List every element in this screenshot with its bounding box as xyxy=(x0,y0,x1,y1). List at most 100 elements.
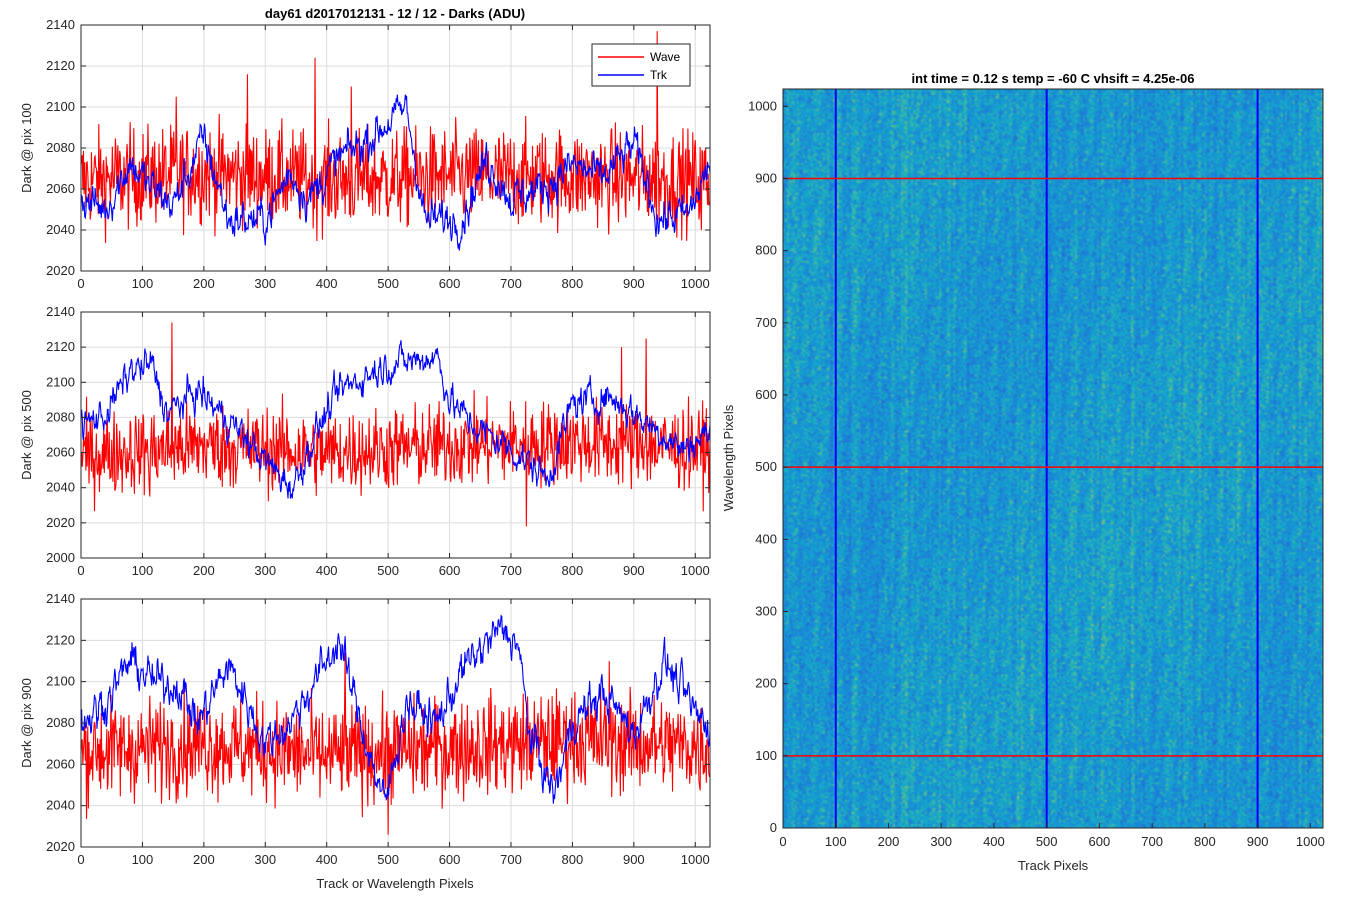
panel-pix900-xtick-label-200: 200 xyxy=(193,852,215,867)
legend-trk-label: Trk xyxy=(650,68,668,82)
image-darks-xtick-label-900: 900 xyxy=(1247,834,1269,849)
panel-pix900-xtick-label-300: 300 xyxy=(254,852,276,867)
panel-pix900-xtick-label-0: 0 xyxy=(77,852,84,867)
panel-pix100-xtick-label-800: 800 xyxy=(562,276,584,291)
image-darks-ytick-label-0: 0 xyxy=(770,820,777,835)
panel-pix900-xtick-label-900: 900 xyxy=(623,852,645,867)
panel-pix100-ytick-label-2080: 2080 xyxy=(46,140,75,155)
image-darks-ytick-label-400: 400 xyxy=(755,531,777,546)
panel-pix100-ytick-label-2120: 2120 xyxy=(46,58,75,73)
panel-pix100-xtick-label-400: 400 xyxy=(316,276,338,291)
image-darks-ytick-label-900: 900 xyxy=(755,170,777,185)
image-darks-ylabel: Wavelength Pixels xyxy=(721,404,736,511)
panel-pix500-ytick-label-2120: 2120 xyxy=(46,339,75,354)
panel-pix900-xlabel: Track or Wavelength Pixels xyxy=(316,876,474,891)
image-darks-xtick-label-1000: 1000 xyxy=(1296,834,1325,849)
panel-pix500-series xyxy=(81,322,710,527)
panel-pix500-xtick-label-700: 700 xyxy=(500,563,522,578)
panel-pix500-xtick-label-900: 900 xyxy=(623,563,645,578)
panel-pix100-ytick-label-2100: 2100 xyxy=(46,99,75,114)
image-darks-xtick-label-200: 200 xyxy=(878,834,900,849)
panel-pix900-ytick-label-2040: 2040 xyxy=(46,798,75,813)
panel-pix900-xtick-label-600: 600 xyxy=(439,852,461,867)
image-darks-ytick-label-600: 600 xyxy=(755,387,777,402)
legend-box xyxy=(591,43,691,87)
panel-pix500-ytick-label-2000: 2000 xyxy=(46,550,75,565)
panel-pix100: 0 100 200 300 400 500 600 700 800 900 1000 2020 2040… xyxy=(19,17,711,291)
panel-pix500-xtick-label-400: 400 xyxy=(316,563,338,578)
image-darks-ytick-label-800: 800 xyxy=(755,243,777,258)
image-darks-title: int time = 0.12 s temp = -60 C vhsift = … xyxy=(912,71,1195,86)
image-darks-frame xyxy=(782,88,1324,829)
panel-pix100-ytick-label-2020: 2020 xyxy=(46,263,75,278)
panel-pix900-ytick-label-2020: 2020 xyxy=(46,839,75,854)
image-darks-xtick-label-100: 100 xyxy=(825,834,847,849)
panel-pix100-series xyxy=(81,31,710,251)
panel-pix500-ylabel: Dark @ pix 500 xyxy=(19,390,34,480)
image-darks-xtick-label-800: 800 xyxy=(1194,834,1216,849)
panel-pix500-xtick-label-800: 800 xyxy=(562,563,584,578)
panel-pix500-frame xyxy=(80,311,711,559)
image-darks-ytick-label-1000: 1000 xyxy=(748,98,777,113)
image-darks-overlay-lines xyxy=(783,89,1323,828)
panel-pix900-xtick-label-700: 700 xyxy=(500,852,522,867)
panel-pix500-xtick-label-200: 200 xyxy=(193,563,215,578)
legend-wave-label: Wave xyxy=(650,50,681,64)
panel-pix500: 0 100 200 300 400 500 600 700 800 900 1000 2000 2020… xyxy=(19,304,711,578)
panel-pix500-xtick-label-1000: 1000 xyxy=(681,563,710,578)
panel-pix900-ylabel: Dark @ pix 900 xyxy=(19,678,34,768)
panel-pix500-series-wave xyxy=(81,322,710,527)
panel-pix100-ytick-label-2140: 2140 xyxy=(46,17,75,32)
panel-pix100-xtick-label-200: 200 xyxy=(193,276,215,291)
panel-pix500-xtick-label-300: 300 xyxy=(254,563,276,578)
image-darks-xtick-label-400: 400 xyxy=(983,834,1005,849)
panel-pix100-xtick-label-1000: 1000 xyxy=(681,276,710,291)
image-darks-ytick-label-700: 700 xyxy=(755,315,777,330)
panel-pix100-xtick-label-0: 0 xyxy=(77,276,84,291)
panel-pix500-xtick-label-0: 0 xyxy=(77,563,84,578)
panel-pix900-ytick-label-2060: 2060 xyxy=(46,756,75,771)
panel-pix900-xtick-label-500: 500 xyxy=(377,852,399,867)
legend: Wave Trk xyxy=(591,43,691,87)
panel-pix900-ytick-label-2100: 2100 xyxy=(46,674,75,689)
panel-pix100-xtick-label-500: 500 xyxy=(377,276,399,291)
image-darks-ytick-label-300: 300 xyxy=(755,603,777,618)
image-darks-heatmap xyxy=(783,89,1323,828)
panel-pix100-ticks: 0 100 200 300 400 500 600 700 800 900 1000 2020 2040… xyxy=(46,17,710,291)
panel-pix900-ytick-label-2120: 2120 xyxy=(46,632,75,647)
panel-pix500-xtick-label-600: 600 xyxy=(439,563,461,578)
panel-pix900-series xyxy=(81,614,710,835)
panel-pix500-ticks: 0 100 200 300 400 500 600 700 800 900 1000 2000 2020… xyxy=(46,304,710,578)
image-darks-xtick-label-600: 600 xyxy=(1089,834,1111,849)
panel-pix500-ytick-label-2100: 2100 xyxy=(46,374,75,389)
panel-pix100-ytick-label-2040: 2040 xyxy=(46,222,75,237)
panel-pix500-series-trk xyxy=(81,340,710,499)
panel-pix500-xtick-label-100: 100 xyxy=(132,563,154,578)
panel-pix900-ytick-label-2080: 2080 xyxy=(46,715,75,730)
panel-pix100-xtick-label-100: 100 xyxy=(132,276,154,291)
panel-pix100-xtick-label-300: 300 xyxy=(254,276,276,291)
panel-pix100-series-trk xyxy=(81,94,710,251)
image-darks-xtick-label-500: 500 xyxy=(1036,834,1058,849)
panel-pix900-xtick-label-100: 100 xyxy=(132,852,154,867)
panel-pix900-xtick-label-1000: 1000 xyxy=(681,852,710,867)
panel-pix500-ytick-label-2080: 2080 xyxy=(46,409,75,424)
image-darks-xtick-label-0: 0 xyxy=(779,834,786,849)
image-darks: int time = 0.12 s temp = -60 C vhsift = … xyxy=(721,71,1325,873)
panel-pix900-series-wave xyxy=(81,652,710,835)
image-darks-xlabel: Track Pixels xyxy=(1018,858,1089,873)
panel-pix100-xtick-label-700: 700 xyxy=(500,276,522,291)
panel-pix500-ytick-label-2040: 2040 xyxy=(46,480,75,495)
panel-pix100-ytick-label-2060: 2060 xyxy=(46,181,75,196)
figure-title: day61 d2017012131 - 12 / 12 - Darks (ADU… xyxy=(265,6,525,21)
panel-pix500-xtick-label-500: 500 xyxy=(377,563,399,578)
image-darks-ticks: 0 100 200 300 400 500 600 700 800 900 1000 0 100 200 3… xyxy=(748,98,1325,849)
panel-pix100-ylabel: Dark @ pix 100 xyxy=(19,103,34,193)
panel-pix900-ticks: 0 100 200 300 400 500 600 700 800 900 1000 2020 2040… xyxy=(46,591,710,867)
panel-pix900-xtick-label-400: 400 xyxy=(316,852,338,867)
panel-pix500-ytick-label-2060: 2060 xyxy=(46,445,75,460)
panel-pix900-ytick-label-2140: 2140 xyxy=(46,591,75,606)
panel-pix900-xtick-label-800: 800 xyxy=(562,852,584,867)
image-darks-xtick-label-300: 300 xyxy=(930,834,952,849)
